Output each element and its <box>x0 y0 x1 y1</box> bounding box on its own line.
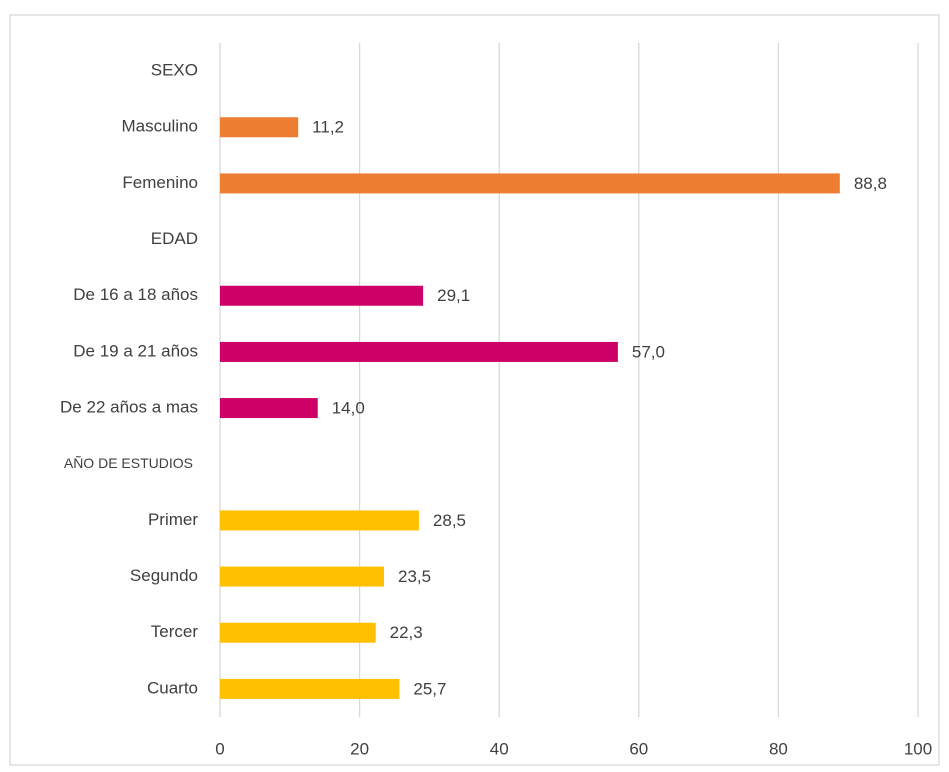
x-tick-label: 0 <box>215 739 224 758</box>
bar <box>220 678 400 699</box>
y-tick-label: Segundo <box>130 566 198 585</box>
data-label: 11,2 <box>312 118 344 137</box>
bar <box>220 173 840 194</box>
bar <box>220 341 618 362</box>
y-tick-label: AÑO DE ESTUDIOS <box>64 455 193 471</box>
y-tick-label: Primer <box>148 510 198 529</box>
y-tick-label: Femenino <box>122 173 198 192</box>
x-tick-label: 80 <box>769 739 788 758</box>
bar <box>220 510 419 531</box>
data-label: 28,5 <box>433 511 466 530</box>
data-label: 57,0 <box>632 342 665 361</box>
y-tick-label: Masculino <box>121 117 198 136</box>
data-label: 88,8 <box>854 174 887 193</box>
y-tick-label: De 16 a 18 años <box>73 285 198 304</box>
x-tick-label: 20 <box>350 739 369 758</box>
y-tick-label: Cuarto <box>147 678 198 697</box>
y-tick-label: De 19 a 21 años <box>73 341 198 360</box>
data-label: 22,3 <box>390 623 423 642</box>
y-tick-label: EDAD <box>151 229 198 248</box>
bar <box>220 285 424 306</box>
data-label: 14,0 <box>332 399 365 418</box>
data-label: 25,7 <box>413 679 446 698</box>
y-tick-label: SEXO <box>151 61 198 80</box>
x-tick-label: 100 <box>904 739 932 758</box>
chart-border <box>9 14 940 766</box>
data-label: 29,1 <box>437 286 470 305</box>
bar <box>220 566 385 587</box>
x-tick-label: 60 <box>629 739 648 758</box>
data-label: 23,5 <box>398 567 431 586</box>
bar <box>220 622 376 643</box>
y-tick-label: Tercer <box>151 622 199 641</box>
y-tick-label: De 22 años a mas <box>60 398 198 417</box>
bar <box>220 117 299 138</box>
bar <box>220 398 318 419</box>
x-tick-label: 40 <box>490 739 509 758</box>
